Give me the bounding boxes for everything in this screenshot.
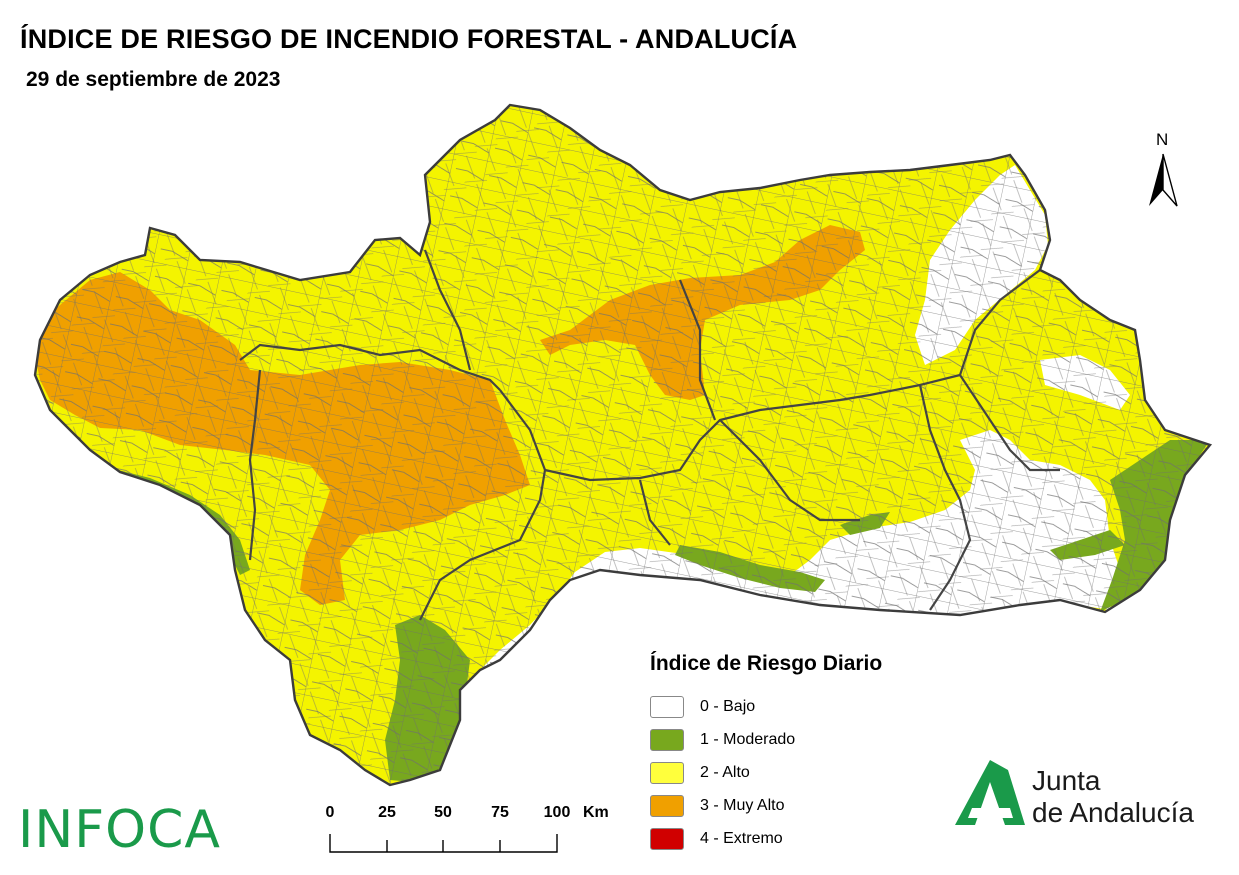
legend-item-extremo: 4 - Extremo [650, 822, 950, 855]
junta-logo-text: Junta de Andalucía [1032, 765, 1194, 829]
scale-bar-graphic [329, 834, 558, 853]
legend: Índice de Riesgo Diario 0 - Bajo 1 - Mod… [650, 652, 950, 855]
legend-label: 4 - Extremo [700, 829, 783, 847]
scale-tick-label: 0 [325, 804, 335, 821]
legend-swatch-bajo [650, 695, 684, 718]
legend-item-bajo: 0 - Bajo [650, 690, 950, 723]
scale-bar: 0 25 50 75 100 Km [320, 800, 620, 860]
province-boundaries [239, 249, 1060, 621]
north-arrow-icon [1149, 153, 1178, 207]
legend-item-alto: 2 - Alto [650, 756, 950, 789]
legend-item-muy-alto: 3 - Muy Alto [650, 789, 950, 822]
map-title: ÍNDICE DE RIESGO DE INCENDIO FORESTAL - … [20, 24, 798, 54]
north-label: N [1156, 130, 1169, 149]
legend-item-moderado: 1 - Moderado [650, 723, 950, 756]
legend-swatch-moderado [650, 728, 684, 751]
infoca-logo: INFOCA [18, 800, 221, 860]
scale-tick-label: 100 [543, 804, 571, 821]
junta-logo-mark [955, 760, 1025, 825]
junta-line-2: de Andalucía [1032, 797, 1194, 828]
legend-swatch-muy-alto [650, 794, 684, 817]
junta-logo: Junta de Andalucía [948, 755, 1218, 835]
scale-unit: Km [583, 804, 609, 821]
legend-swatch-extremo [650, 827, 684, 850]
legend-title: Índice de Riesgo Diario [650, 652, 883, 675]
legend-swatch-alto [650, 761, 684, 784]
north-arrow: N [1145, 130, 1181, 210]
legend-label: 1 - Moderado [700, 730, 796, 748]
map-date: 29 de septiembre de 2023 [26, 68, 281, 91]
junta-line-1: Junta [1032, 765, 1101, 796]
scale-tick-label: 75 [491, 804, 509, 821]
legend-label: 2 - Alto [700, 763, 750, 781]
legend-label: 3 - Muy Alto [700, 796, 785, 814]
scale-tick-label: 25 [378, 804, 396, 821]
scale-tick-label: 50 [434, 804, 452, 821]
legend-label: 0 - Bajo [700, 697, 756, 715]
